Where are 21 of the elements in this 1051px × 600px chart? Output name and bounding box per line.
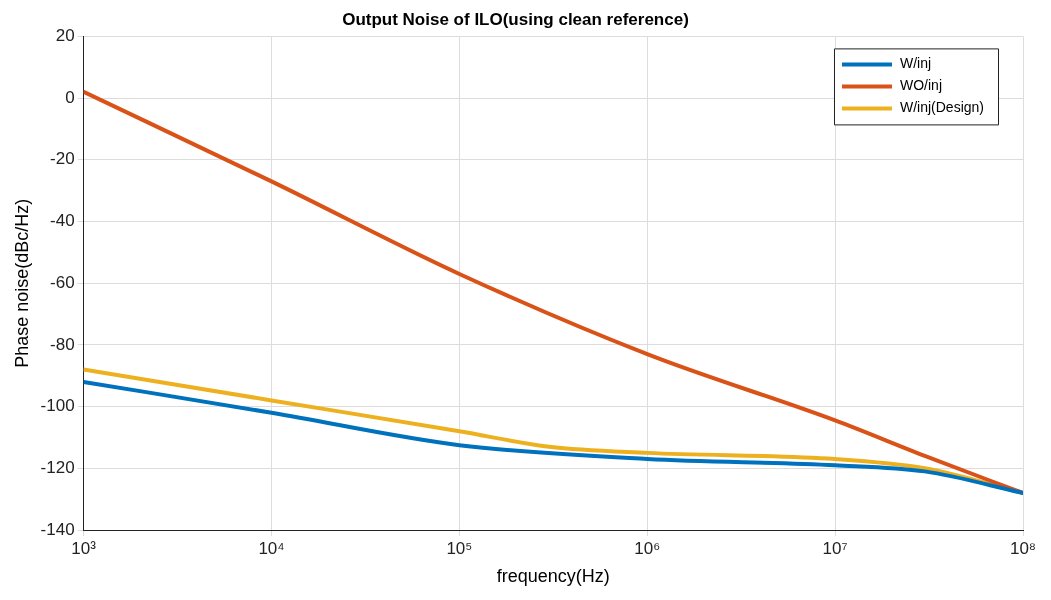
x-tick-label: 10³ bbox=[71, 538, 97, 558]
x-tick-label: 10⁵ bbox=[446, 538, 473, 558]
y-tick-label: -60 bbox=[50, 272, 75, 292]
x-axis-title: frequency(Hz) bbox=[496, 566, 610, 587]
x-tick-label: 10⁷ bbox=[822, 538, 848, 558]
x-tick-label: 10⁶ bbox=[634, 538, 661, 558]
y-tick-label: -140 bbox=[40, 519, 75, 539]
y-tick-label: 20 bbox=[55, 26, 75, 46]
legend-label: W/inj bbox=[899, 55, 932, 72]
y-tick-label: -120 bbox=[40, 457, 75, 477]
y-tick-label: -40 bbox=[50, 211, 75, 231]
legend-label: WO/inj bbox=[899, 77, 942, 94]
y-tick-label: -100 bbox=[40, 396, 75, 416]
x-tick-label: 10⁴ bbox=[258, 538, 285, 558]
chart-title: Output Noise of ILO(using clean reference) bbox=[342, 9, 689, 29]
x-tick-label: 10⁸ bbox=[1009, 538, 1037, 558]
y-tick-label: 0 bbox=[65, 87, 75, 107]
y-tick-label: -20 bbox=[50, 149, 75, 169]
legend-label: W/inj(Design) bbox=[899, 99, 984, 116]
y-axis-title: Phase noise(dBc/Hz) bbox=[11, 198, 32, 368]
y-tick-label: -80 bbox=[50, 334, 75, 354]
